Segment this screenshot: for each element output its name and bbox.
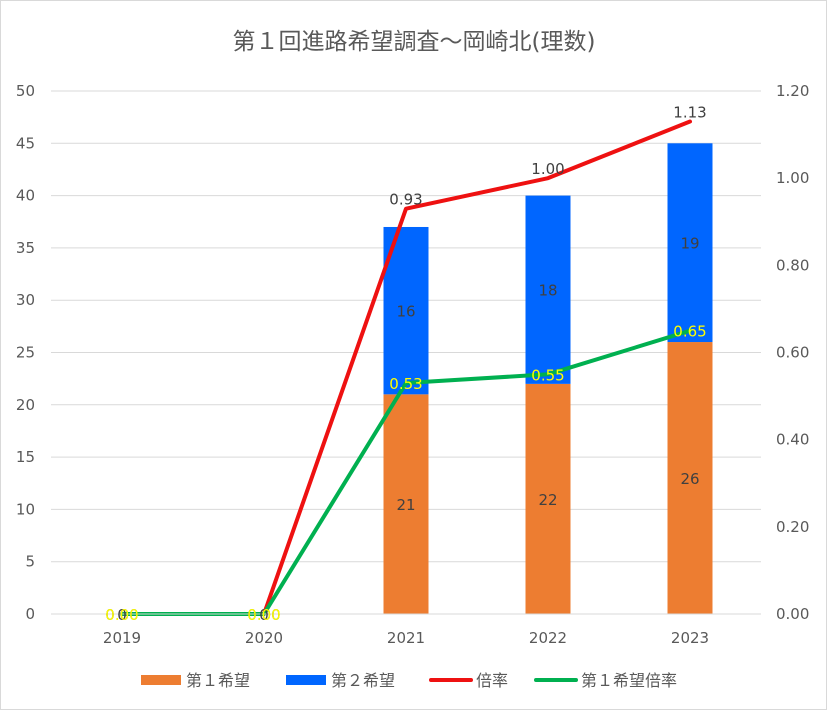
line-data-label: 0.53 xyxy=(389,375,422,393)
y-left-tick-label: 25 xyxy=(16,344,35,362)
bar-data-label: 19 xyxy=(680,235,699,253)
y-left-tick-label: 40 xyxy=(16,187,35,205)
y-left-tick-label: 45 xyxy=(16,134,35,152)
line-data-label: 0.00 xyxy=(105,606,138,624)
bar-second-choice xyxy=(525,195,571,384)
y-left-tick-label: 30 xyxy=(16,291,35,309)
line-data-label: 0.93 xyxy=(389,191,422,209)
chart-title: 第１回進路希望調査～岡崎北(理数) xyxy=(233,29,596,55)
y-left-tick-label: 15 xyxy=(16,448,35,466)
y-left-tick-label: 50 xyxy=(16,82,35,100)
x-tick-label: 2021 xyxy=(387,629,425,647)
line-data-label: 1.00 xyxy=(531,160,564,178)
x-tick-label: 2022 xyxy=(529,629,567,647)
right-axis: 0.00 0.20 0.40 0.60 0.80 1.00 1.20 xyxy=(776,82,809,623)
bar-data-label: 21 xyxy=(396,496,415,514)
y-right-tick-label: 0.60 xyxy=(776,344,809,362)
y-left-tick-label: 10 xyxy=(16,500,35,518)
bar-second-choice xyxy=(667,143,713,343)
y-left-tick-label: 5 xyxy=(25,553,35,571)
bar-data-label: 0 xyxy=(117,606,127,624)
left-axis: 0 5 10 15 20 25 30 35 40 45 50 xyxy=(16,82,35,623)
x-tick-label: 2023 xyxy=(671,629,709,647)
x-axis: 2019 2020 2021 2022 2023 xyxy=(51,613,761,647)
line-data-label: 0.55 xyxy=(531,366,564,384)
bar-data-label: 16 xyxy=(396,303,415,321)
y-right-tick-label: 1.00 xyxy=(776,169,809,187)
legend-label: 第１希望 xyxy=(186,671,250,690)
y-right-tick-label: 0.20 xyxy=(776,518,809,536)
bars xyxy=(383,143,713,614)
bar-first-choice xyxy=(383,394,429,614)
y-left-tick-label: 20 xyxy=(16,396,35,414)
line-data-label: 0.65 xyxy=(673,323,706,341)
legend-label: 倍率 xyxy=(476,671,508,690)
legend-swatch xyxy=(286,675,326,685)
y-right-tick-label: 0.40 xyxy=(776,431,809,449)
line-data-label: 0.00 xyxy=(105,606,138,624)
bar-data-label: 18 xyxy=(538,282,557,300)
y-right-tick-label: 0.80 xyxy=(776,256,809,274)
bar-data-label: 26 xyxy=(680,470,699,488)
x-tick-label: 2019 xyxy=(103,629,141,647)
bar-first-choice xyxy=(667,342,713,614)
y-right-tick-label: 0.00 xyxy=(776,605,809,623)
legend-label: 第１希望倍率 xyxy=(581,671,677,690)
bar-data-label: 22 xyxy=(538,491,557,509)
y-left-tick-label: 35 xyxy=(16,239,35,257)
x-tick-label: 2020 xyxy=(245,629,283,647)
bar-first-choice xyxy=(525,383,571,614)
line-data-label: 1.13 xyxy=(673,104,706,122)
legend: 第１希望 第２希望 倍率 第１希望倍率 xyxy=(141,671,677,690)
line-data-label: 0.00 xyxy=(247,606,280,624)
y-right-tick-label: 1.20 xyxy=(776,82,809,100)
line-data-label: 0.00 xyxy=(247,606,280,624)
bar-data-label: 0 xyxy=(259,606,269,624)
legend-label: 第２希望 xyxy=(331,671,395,690)
legend-swatch xyxy=(141,675,181,685)
y-left-tick-label: 0 xyxy=(25,605,35,623)
